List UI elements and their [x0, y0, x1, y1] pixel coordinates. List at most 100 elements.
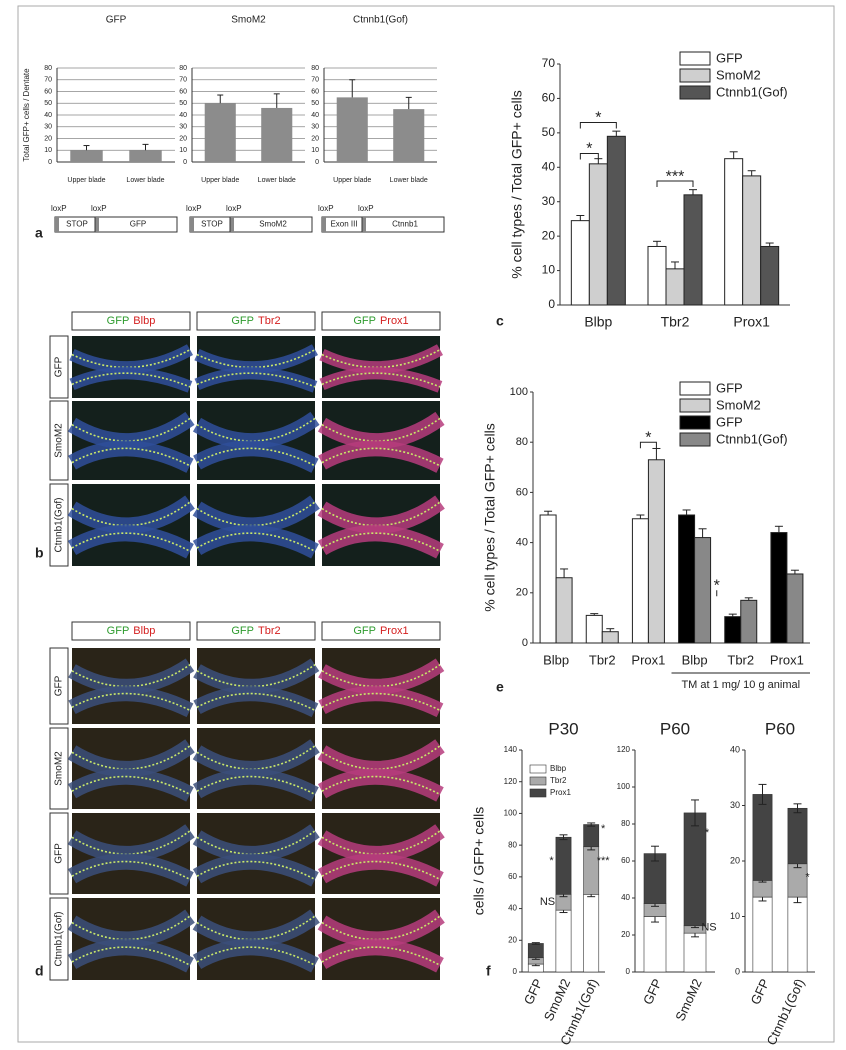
y-tick-label: 40 [516, 537, 528, 549]
y-tick-label: 0 [48, 159, 52, 166]
bar-segment [752, 896, 773, 973]
y-tick-label: 100 [504, 809, 518, 818]
y-tick-label: 20 [730, 855, 740, 865]
bar [724, 158, 744, 306]
x-tick-label: Upper blade [333, 177, 371, 184]
x-tick-label: Lower blade [390, 177, 428, 184]
bar-segment [752, 880, 773, 898]
cassette-label: STOP [201, 220, 223, 229]
bar [606, 135, 626, 306]
bar-segment [555, 909, 572, 973]
y-tick-label: 120 [504, 777, 518, 786]
micrograph [194, 336, 319, 398]
micrograph [192, 728, 320, 809]
micrograph [67, 898, 195, 980]
panel-label: c [496, 313, 504, 329]
bar [261, 107, 293, 162]
micrograph [317, 813, 445, 894]
stain-green: GFP [231, 625, 254, 637]
y-tick-label: 80 [311, 65, 319, 72]
bar [336, 97, 368, 162]
significance-bracket [579, 153, 599, 160]
x-tick-label: GFP [640, 976, 665, 1007]
bar-segment [643, 916, 667, 973]
significance-bracket [579, 122, 617, 129]
cassette-label: STOP [66, 220, 88, 229]
y-tick-label: 70 [44, 77, 52, 84]
bar-segment [555, 836, 572, 895]
legend-label: Blbp [550, 764, 567, 773]
y-tick-label: 20 [179, 135, 187, 142]
column-header: GFP Blbp [107, 315, 156, 327]
y-tick-label: 60 [621, 856, 630, 865]
y-tick-label: 10 [730, 911, 740, 921]
x-tick-label: SmoM2 [672, 976, 705, 1023]
row-label: Ctnnb1(Gof) [54, 497, 65, 552]
x-tick-label: Blbp [543, 652, 569, 667]
y-tick-label: 80 [44, 65, 52, 72]
legend-swatch [679, 398, 711, 413]
row-label-box [49, 483, 69, 567]
significance-label: *** [666, 168, 685, 185]
column-header: GFP Tbr2 [231, 315, 280, 327]
y-tick-label: 80 [508, 840, 517, 849]
gfp-cells [196, 860, 316, 881]
cassette-label: Exon III [330, 220, 357, 229]
legend-label: GFP [716, 380, 743, 395]
gfp-cells [321, 372, 441, 388]
legend-swatch [679, 432, 711, 447]
x-tick-label: Prox1 [770, 652, 804, 667]
bar [786, 573, 804, 644]
bar [694, 537, 712, 644]
legend-swatch [679, 381, 711, 396]
loxp-label: loxP [186, 204, 202, 213]
row-label: SmoM2 [54, 751, 65, 786]
bar [70, 150, 103, 162]
panel-label: e [496, 679, 504, 695]
y-tick-label: 30 [311, 124, 319, 131]
row-label-box [49, 897, 69, 981]
bar-segment [583, 893, 600, 973]
gfp-cells [196, 692, 316, 712]
gene-label: GFP [130, 220, 146, 229]
micrograph [68, 648, 195, 724]
y-tick-label: 20 [508, 935, 517, 944]
row-label-box [49, 812, 69, 895]
gfp-cells [71, 860, 191, 881]
x-tick-label: Tbr2 [661, 314, 690, 330]
micrograph [192, 813, 320, 894]
panel-label: b [35, 545, 44, 561]
y-axis-label: % cell types / Total GFP+ cells [509, 90, 525, 278]
bar-segment [527, 943, 544, 959]
bar [601, 631, 619, 644]
micrograph [67, 484, 195, 566]
gene-label: SmoM2 [259, 220, 287, 229]
panel-label: d [35, 963, 44, 979]
significance-label: * [595, 110, 601, 127]
column-header: GFP Prox1 [353, 315, 408, 327]
micrograph [317, 898, 445, 980]
y-tick-label: 0 [183, 159, 187, 166]
x-tick-label: Upper blade [201, 177, 239, 184]
significance-label: * [714, 578, 720, 595]
bar [683, 194, 703, 306]
y-axis-label: % cell types / Total GFP+ cells [482, 423, 498, 611]
significance-label: * [601, 823, 606, 835]
bar [555, 577, 573, 644]
y-tick-label: 100 [510, 386, 528, 398]
significance-label: *** [597, 855, 611, 867]
legend-label: SmoM2 [716, 397, 761, 412]
chart-title: GFP [106, 15, 127, 26]
bar [770, 532, 788, 644]
chart-title: P60 [765, 719, 795, 738]
x-tick-label: Blbp [584, 314, 612, 330]
gfp-cells [71, 447, 191, 467]
y-tick-label: 40 [44, 112, 52, 119]
legend-swatch [529, 788, 547, 798]
significance-label: NS [701, 922, 716, 934]
significance-bracket [639, 441, 657, 449]
x-tick-label: Prox1 [733, 314, 770, 330]
stain-green: GFP [107, 315, 130, 327]
y-tick-label: 60 [179, 88, 187, 95]
